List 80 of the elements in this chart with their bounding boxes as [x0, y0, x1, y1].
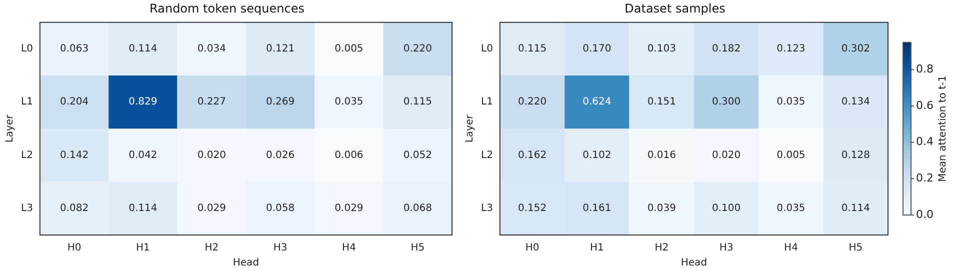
color-bar-label: 0.0	[916, 208, 934, 221]
data-label: 0.624	[582, 96, 612, 108]
data-label: 0.005	[776, 150, 806, 161]
data-label: 0.035	[776, 96, 806, 108]
data-label: 0.039	[647, 203, 676, 214]
x-tick-label: H5	[848, 242, 863, 254]
data-label: 0.026	[266, 150, 295, 161]
data-label: 0.170	[582, 44, 612, 55]
data-label: 0.114	[128, 203, 158, 214]
x-tick-label: H1	[590, 242, 604, 254]
data-label: 0.005	[334, 44, 364, 55]
data-label: 0.042	[128, 150, 158, 161]
x-tick-label: H5	[410, 242, 425, 254]
data-label: 0.006	[334, 150, 364, 161]
y-tick-label: L3	[480, 203, 493, 214]
data-label: 0.058	[266, 203, 295, 214]
x-tick-label: H4	[342, 242, 356, 254]
data-label: 0.102	[582, 150, 612, 161]
data-label: 0.035	[334, 96, 364, 108]
x-tick-label: H3	[719, 242, 734, 254]
data-label: 0.128	[841, 150, 870, 161]
data-label: 0.269	[266, 96, 295, 108]
chart-title: Dataset samples	[624, 1, 726, 16]
data-label: 0.121	[266, 44, 295, 55]
data-label: 0.052	[403, 150, 432, 161]
data-label: 0.020	[712, 150, 741, 161]
data-label: 0.068	[403, 203, 432, 214]
data-label: 0.142	[60, 150, 89, 161]
y-tick-label: L2	[20, 150, 33, 161]
y-axis-title: Layer	[4, 114, 16, 143]
data-label: 0.115	[403, 96, 432, 108]
data-label: 0.161	[582, 203, 612, 214]
data-label: 0.016	[647, 150, 676, 161]
chart-title: Random token sequences	[150, 1, 304, 16]
color-bar-label: 0.2	[916, 172, 934, 185]
data-label: 0.162	[518, 150, 547, 161]
x-tick-label: H0	[67, 242, 82, 254]
color-bar-label: 0.4	[916, 135, 934, 148]
data-label: 0.029	[197, 203, 226, 214]
data-label: 0.123	[776, 44, 806, 55]
data-label: 0.829	[128, 96, 158, 108]
x-tick-label: H2	[654, 242, 669, 254]
y-tick-label: L1	[20, 96, 33, 108]
y-tick-label: L1	[480, 96, 493, 108]
data-label: 0.082	[60, 203, 89, 214]
data-label: 0.220	[403, 44, 432, 55]
x-tick-label: H0	[525, 242, 540, 254]
x-tick-label: H1	[136, 242, 150, 254]
data-label: 0.151	[647, 96, 676, 108]
x-axis-title: Head	[680, 258, 708, 269]
data-label: 0.103	[647, 44, 676, 55]
data-label: 0.114	[128, 44, 158, 55]
data-label: 0.034	[197, 44, 226, 55]
x-axis-title: Head	[232, 258, 260, 269]
data-label: 0.204	[60, 96, 89, 108]
data-label: 0.220	[518, 96, 547, 108]
data-label: 0.300	[712, 96, 741, 108]
data-label: 0.134	[841, 96, 870, 108]
y-tick-label: L0	[20, 44, 33, 55]
data-label: 0.035	[776, 203, 806, 214]
data-label: 0.100	[712, 203, 741, 214]
data-label: 0.182	[712, 44, 741, 55]
color-bar-title: Mean attention to t-1	[938, 76, 949, 182]
y-tick-label: L0	[480, 44, 493, 55]
y-axis-title: Layer	[464, 114, 476, 143]
x-tick-label: H2	[204, 242, 219, 254]
data-label: 0.302	[841, 44, 870, 55]
y-tick-label: L3	[20, 203, 33, 214]
data-label: 0.114	[841, 203, 870, 214]
data-label: 0.029	[334, 203, 364, 214]
data-label: 0.115	[518, 44, 547, 55]
color-bar-label: 0.8	[916, 62, 934, 76]
y-tick-label: L2	[480, 150, 493, 161]
data-label: 0.152	[518, 203, 547, 214]
data-label: 0.020	[197, 150, 226, 161]
color-bar-label: 0.6	[916, 98, 934, 112]
data-label: 0.227	[197, 96, 226, 108]
x-tick-label: H4	[784, 242, 798, 254]
x-tick-label: H3	[273, 242, 288, 254]
data-label: 0.063	[60, 44, 89, 55]
